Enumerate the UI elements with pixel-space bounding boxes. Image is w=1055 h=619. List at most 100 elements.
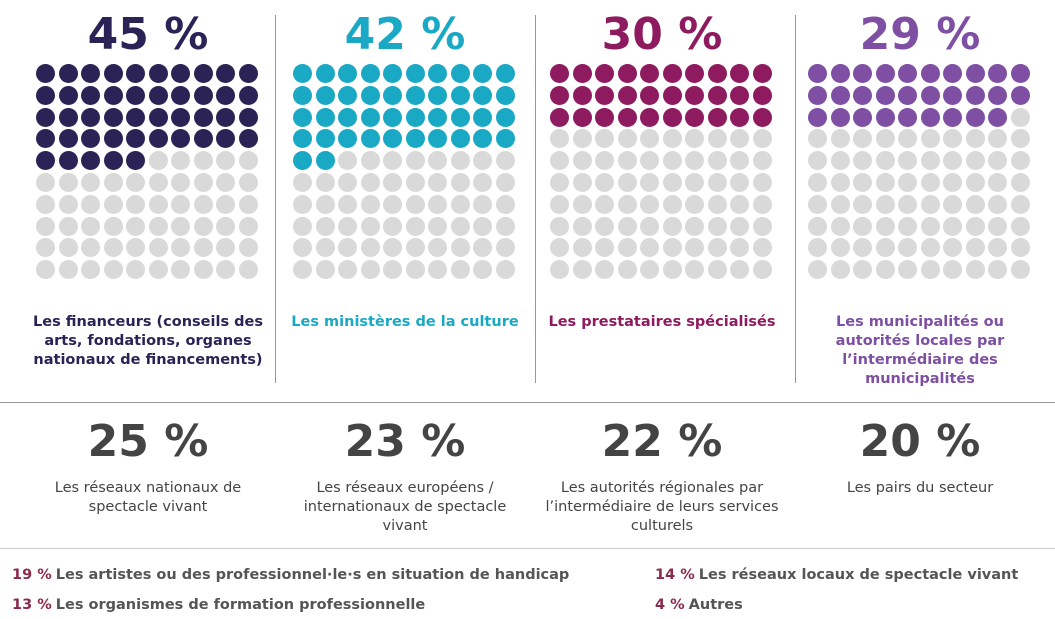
filled-dot bbox=[58, 129, 78, 149]
empty-dot bbox=[640, 216, 659, 236]
empty-dot bbox=[853, 151, 872, 171]
empty-dot bbox=[495, 173, 515, 192]
filled-dot bbox=[58, 85, 78, 105]
filled-dot bbox=[36, 107, 55, 127]
empty-dot bbox=[875, 151, 895, 171]
empty-dot bbox=[338, 194, 357, 214]
empty-dot bbox=[595, 151, 614, 171]
empty-dot bbox=[315, 238, 335, 258]
empty-dot bbox=[943, 129, 962, 149]
filled-dot bbox=[920, 64, 940, 83]
percent: 42 % bbox=[344, 9, 466, 60]
empty-dot bbox=[808, 173, 827, 192]
empty-dot bbox=[707, 216, 727, 236]
filled-dot bbox=[238, 129, 258, 149]
empty-dot bbox=[405, 151, 425, 171]
empty-dot bbox=[595, 173, 614, 192]
empty-dot bbox=[550, 194, 569, 214]
category-label: Les pairs du secteur bbox=[846, 480, 994, 496]
empty-dot bbox=[238, 173, 258, 192]
label: Autres bbox=[688, 597, 743, 613]
filled-dot bbox=[171, 85, 190, 105]
category-label: Les réseaux européens / internationaux d… bbox=[303, 480, 507, 534]
empty-dot bbox=[550, 238, 569, 258]
empty-dot bbox=[730, 260, 749, 280]
other-item: 19 % Les artistes ou des professionnel·le… bbox=[12, 567, 569, 583]
empty-dot bbox=[830, 173, 850, 192]
filled-dot bbox=[830, 64, 850, 83]
empty-dot bbox=[148, 173, 168, 192]
empty-dot bbox=[640, 238, 659, 258]
empty-dot bbox=[193, 194, 213, 214]
filled-dot bbox=[293, 85, 312, 105]
empty-dot bbox=[405, 260, 425, 280]
empty-dot bbox=[315, 173, 335, 192]
filled-dot bbox=[572, 107, 592, 127]
empty-dot bbox=[171, 173, 190, 192]
percent: 14 % bbox=[655, 567, 695, 583]
filled-dot bbox=[360, 85, 380, 105]
empty-dot bbox=[148, 260, 168, 280]
empty-dot bbox=[171, 216, 190, 236]
filled-dot bbox=[58, 64, 78, 83]
filled-dot bbox=[338, 64, 357, 83]
filled-dot bbox=[36, 64, 55, 83]
empty-dot bbox=[36, 238, 55, 258]
filled-dot bbox=[752, 85, 772, 105]
filled-dot bbox=[405, 64, 425, 83]
empty-dot bbox=[988, 173, 1007, 192]
empty-dot bbox=[920, 238, 940, 258]
filled-dot bbox=[830, 85, 850, 105]
empty-dot bbox=[662, 129, 682, 149]
filled-dot bbox=[920, 107, 940, 127]
empty-dot bbox=[808, 129, 827, 149]
empty-dot bbox=[617, 129, 637, 149]
empty-dot bbox=[875, 216, 895, 236]
empty-dot bbox=[830, 194, 850, 214]
filled-dot bbox=[36, 85, 55, 105]
empty-dot bbox=[58, 260, 78, 280]
empty-dot bbox=[808, 216, 827, 236]
filled-dot bbox=[126, 64, 145, 83]
filled-dot bbox=[36, 129, 55, 149]
empty-dot bbox=[238, 260, 258, 280]
empty-dot bbox=[1010, 194, 1030, 214]
filled-dot bbox=[293, 64, 312, 83]
empty-dot bbox=[943, 194, 962, 214]
empty-dot bbox=[315, 216, 335, 236]
empty-dot bbox=[988, 129, 1007, 149]
empty-dot bbox=[428, 151, 447, 171]
empty-dot bbox=[81, 173, 100, 192]
empty-dot bbox=[830, 260, 850, 280]
filled-dot bbox=[830, 107, 850, 127]
empty-dot bbox=[808, 151, 827, 171]
empty-dot bbox=[171, 260, 190, 280]
empty-dot bbox=[550, 216, 569, 236]
empty-dot bbox=[238, 216, 258, 236]
empty-dot bbox=[595, 129, 614, 149]
empty-dot bbox=[617, 238, 637, 258]
empty-dot bbox=[898, 194, 917, 214]
empty-dot bbox=[662, 173, 682, 192]
empty-dot bbox=[685, 173, 704, 192]
empty-dot bbox=[171, 238, 190, 258]
percent: 30 % bbox=[601, 9, 723, 60]
empty-dot bbox=[495, 151, 515, 171]
empty-dot bbox=[216, 216, 235, 236]
divider bbox=[275, 15, 276, 383]
category-label: Les financeurs (conseils des arts, fonda… bbox=[33, 314, 263, 368]
empty-dot bbox=[148, 216, 168, 236]
filled-dot bbox=[126, 151, 145, 171]
empty-dot bbox=[662, 194, 682, 214]
empty-dot bbox=[988, 216, 1007, 236]
empty-dot bbox=[808, 260, 827, 280]
filled-dot bbox=[617, 64, 637, 83]
filled-dot bbox=[450, 129, 470, 149]
empty-dot bbox=[707, 194, 727, 214]
empty-dot bbox=[662, 151, 682, 171]
empty-dot bbox=[898, 129, 917, 149]
empty-dot bbox=[943, 216, 962, 236]
filled-dot bbox=[58, 151, 78, 171]
filled-dot bbox=[216, 85, 235, 105]
filled-dot bbox=[988, 64, 1007, 83]
